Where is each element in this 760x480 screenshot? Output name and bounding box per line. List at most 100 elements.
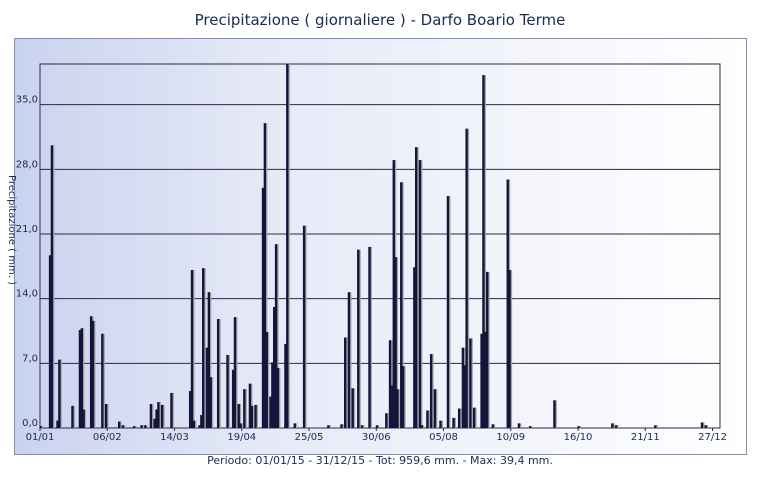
- bar-shadow: [209, 292, 212, 428]
- bar: [216, 318, 220, 428]
- bar-shadow: [245, 389, 247, 428]
- bar: [188, 391, 192, 428]
- bar: [58, 359, 61, 428]
- bar: [347, 292, 351, 428]
- bar: [506, 179, 509, 428]
- y-tick-label: 21,0: [16, 224, 38, 235]
- x-tick-label: 27/12: [698, 432, 727, 443]
- bar-shadow: [120, 421, 122, 428]
- bar-shadow: [267, 331, 270, 428]
- bar-shadow: [471, 338, 473, 428]
- bar-shadow: [146, 425, 148, 428]
- x-tick-label: 06/02: [93, 432, 122, 443]
- chart-footer: Periodo: 01/01/15 - 31/12/15 - Tot: 959,…: [207, 454, 553, 467]
- bar-shadow: [346, 337, 348, 428]
- bar: [360, 425, 364, 428]
- grid-lines: [39, 63, 721, 431]
- bar: [484, 331, 487, 428]
- bar-shadow: [579, 426, 582, 428]
- bar: [117, 421, 121, 428]
- bar: [528, 426, 532, 428]
- bar: [192, 420, 196, 428]
- bar: [420, 425, 423, 428]
- bar-shadow: [656, 425, 658, 428]
- bar: [104, 403, 108, 428]
- bar: [480, 333, 483, 428]
- bar: [491, 424, 494, 428]
- bar: [39, 426, 42, 428]
- bar: [239, 423, 242, 428]
- bar: [209, 377, 212, 428]
- bar-shadow: [151, 403, 154, 428]
- bar-shadow: [702, 422, 705, 428]
- bar: [170, 392, 173, 428]
- bar: [237, 403, 240, 428]
- bar-shadow: [616, 425, 619, 428]
- bar-shadow: [250, 383, 253, 428]
- bar: [553, 400, 556, 428]
- bar-shadow: [402, 182, 404, 428]
- y-tick-label: 35,0: [16, 95, 38, 106]
- bar: [654, 425, 657, 428]
- bar: [190, 270, 194, 428]
- bar-shadow: [256, 404, 259, 428]
- bar: [465, 128, 468, 428]
- y-tick-label: 14,0: [16, 289, 38, 300]
- chart-frame: [14, 38, 747, 455]
- bar-shadow: [228, 355, 231, 428]
- bar-shadow: [387, 413, 389, 428]
- bar-shadow: [239, 403, 242, 428]
- bar-shadow: [484, 75, 486, 428]
- bar-shadow: [295, 423, 298, 428]
- x-tick-label: 10/09: [496, 432, 525, 443]
- bar: [271, 362, 274, 428]
- bar-shadow: [305, 225, 307, 428]
- bar: [344, 337, 347, 428]
- bar: [485, 271, 489, 428]
- bar-shadow: [172, 392, 174, 428]
- x-tick-label: 21/11: [631, 432, 660, 443]
- bar-shadow: [123, 425, 126, 428]
- bar-shadow: [342, 424, 344, 428]
- bar: [261, 187, 265, 428]
- bar-shadow: [219, 318, 221, 428]
- bar-shadow: [278, 367, 281, 428]
- bar: [202, 268, 205, 428]
- bar: [704, 425, 707, 428]
- bar-shadow: [555, 400, 557, 428]
- bar-shadow: [135, 426, 137, 428]
- bar: [250, 405, 253, 428]
- x-tick-label: 16/10: [564, 432, 593, 443]
- x-tick-label: 01/01: [26, 432, 55, 443]
- bar-shadow: [422, 425, 425, 428]
- bar: [418, 160, 422, 428]
- bar-shadow: [163, 404, 165, 428]
- bar: [472, 407, 476, 428]
- bar-shadow: [84, 409, 87, 428]
- bar: [392, 160, 395, 428]
- bar: [426, 410, 429, 428]
- bar-shadow: [460, 408, 462, 428]
- bar: [226, 355, 229, 428]
- bar: [429, 354, 433, 428]
- bar-shadow: [510, 270, 513, 428]
- bar: [439, 420, 442, 428]
- bar: [385, 413, 388, 428]
- bar-shadow: [706, 425, 709, 428]
- bar-shadow: [420, 160, 423, 428]
- bar: [357, 249, 360, 428]
- bar: [284, 343, 287, 428]
- bar-shadow: [192, 270, 195, 428]
- bar: [265, 331, 268, 428]
- bar: [390, 385, 394, 428]
- bar: [89, 316, 93, 428]
- bar: [302, 225, 306, 428]
- bar: [327, 425, 330, 428]
- bar: [482, 75, 485, 428]
- bar: [286, 64, 289, 428]
- bar: [400, 182, 403, 428]
- bar: [700, 422, 704, 428]
- bar: [577, 426, 580, 428]
- bar: [269, 396, 272, 428]
